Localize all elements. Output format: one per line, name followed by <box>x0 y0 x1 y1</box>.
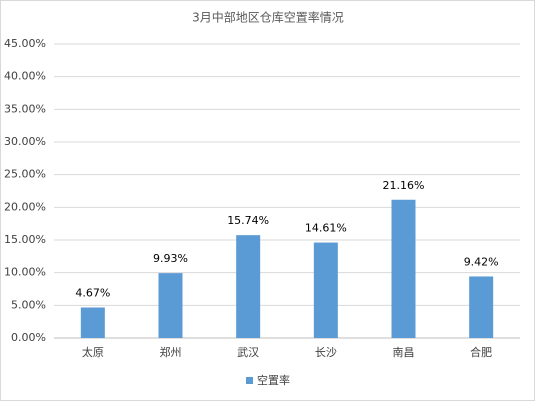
x-tick-label: 合肥 <box>470 345 492 359</box>
bar <box>469 276 494 338</box>
data-label: 15.74% <box>227 214 269 227</box>
x-tick-label: 南昌 <box>393 346 415 359</box>
bar <box>236 235 261 338</box>
data-label: 4.67% <box>75 286 110 299</box>
legend-label: 空置率 <box>257 373 290 387</box>
bar <box>158 273 183 338</box>
x-tick-label: 郑州 <box>160 345 182 359</box>
data-label: 9.93% <box>153 252 188 265</box>
y-tick-label: 35.00% <box>4 102 46 115</box>
y-tick-label: 40.00% <box>4 70 46 83</box>
x-tick-label: 长沙 <box>315 346 337 359</box>
y-tick-label: 30.00% <box>4 135 46 148</box>
y-tick-label: 5.00% <box>11 298 46 311</box>
y-tick-label: 25.00% <box>4 168 46 181</box>
bar <box>80 307 105 338</box>
x-tick-label: 太原 <box>82 346 104 359</box>
x-tick-label: 武汉 <box>237 346 259 359</box>
data-label: 9.42% <box>464 255 499 268</box>
y-tick-label: 10.00% <box>4 266 46 279</box>
y-tick-label: 45.00% <box>4 37 46 50</box>
y-tick-label: 20.00% <box>4 200 46 213</box>
chart-title: 3月中部地区仓库空置率情况 <box>192 10 344 25</box>
y-tick-label: 15.00% <box>4 233 46 246</box>
bar <box>391 199 416 338</box>
bar <box>313 242 338 338</box>
y-tick-label: 0.00% <box>11 331 46 344</box>
legend-swatch <box>246 377 253 384</box>
data-label: 14.61% <box>305 222 347 235</box>
data-label: 21.16% <box>383 179 425 192</box>
